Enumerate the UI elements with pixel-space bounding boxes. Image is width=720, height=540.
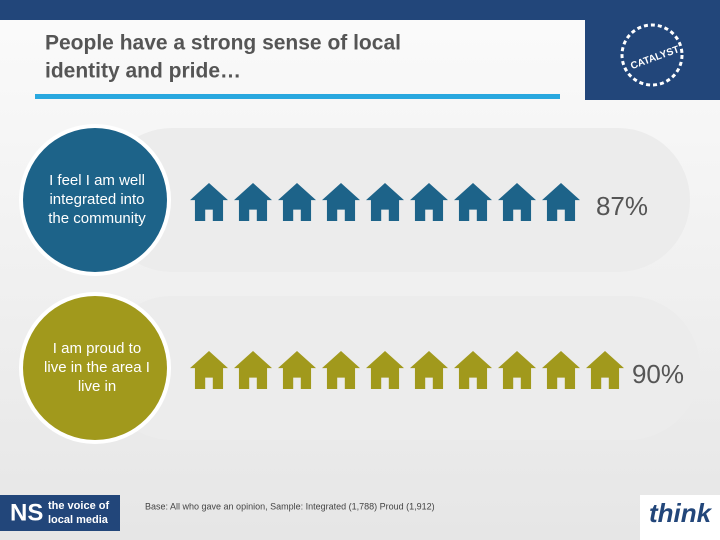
row-value: 87% <box>596 191 648 221</box>
row-label: live in <box>78 378 116 395</box>
logo-block <box>585 0 720 100</box>
base-note: Base: All who gave an opinion, Sample: I… <box>145 501 435 511</box>
house-icon <box>322 351 360 389</box>
house-icon <box>322 183 360 221</box>
label-circle <box>23 296 167 440</box>
top-band <box>0 0 720 20</box>
house-icon <box>278 183 316 221</box>
house-icon <box>410 183 448 221</box>
house-icon <box>190 351 228 389</box>
title-underline <box>35 94 560 99</box>
row-label: integrated into <box>49 191 144 208</box>
think-logo-text: think <box>649 498 713 528</box>
house-icon <box>454 183 492 221</box>
row-value: 90% <box>632 359 684 389</box>
house-icon <box>454 351 492 389</box>
label-circle <box>23 128 167 272</box>
think-logo <box>640 495 720 540</box>
logo-ring <box>620 23 684 87</box>
row-label: I am proud to <box>53 340 141 357</box>
title: People have a strong sense of local <box>45 32 401 55</box>
title: identity and pride… <box>45 60 241 83</box>
house-icon <box>366 183 404 221</box>
row-label: the community <box>48 210 146 227</box>
house-icon <box>410 351 448 389</box>
house-icon <box>190 183 228 221</box>
ns-logo-mark: NS <box>10 499 43 526</box>
house-icon <box>586 351 624 389</box>
ns-logo-text: the voice of <box>48 500 109 512</box>
house-icon <box>278 351 316 389</box>
ns-logo-text: local media <box>48 514 109 526</box>
row-label: I feel I am well <box>49 172 145 189</box>
house-icon <box>498 183 536 221</box>
row-label: live in the area I <box>44 359 150 376</box>
house-icon <box>542 183 580 221</box>
house-icon <box>542 351 580 389</box>
house-icon <box>234 183 272 221</box>
house-icon <box>498 351 536 389</box>
house-icon <box>234 351 272 389</box>
house-icon <box>366 351 404 389</box>
ns-logo <box>0 495 120 531</box>
